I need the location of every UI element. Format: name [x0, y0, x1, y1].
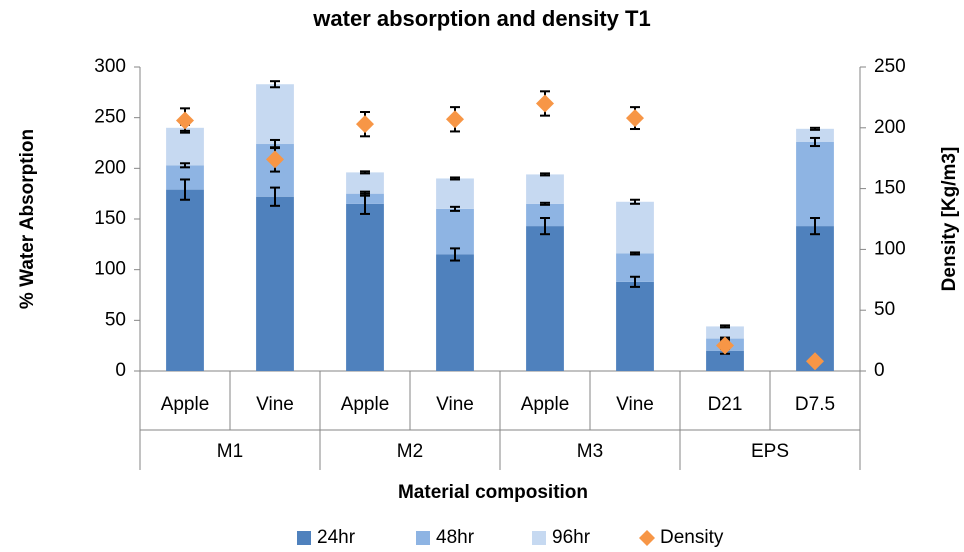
bar-segment [436, 254, 474, 371]
error-bar [630, 198, 640, 205]
bar-segment [796, 226, 834, 371]
legend-swatch [416, 531, 430, 545]
y2-axis-title: Density [Kg/m3] [939, 147, 960, 292]
bar-segment [166, 127, 204, 166]
density-marker [266, 150, 284, 169]
error-bar [630, 275, 640, 288]
legend-swatch [297, 531, 311, 545]
bar-segment [796, 128, 834, 142]
y-tick-label: 0 [115, 360, 126, 381]
error-bar [180, 178, 190, 201]
bar-segment [346, 203, 384, 371]
y2-tick-label: 200 [874, 117, 906, 138]
error-bar [450, 176, 460, 181]
bar-segment [346, 172, 384, 194]
x-tick-label: Vine [256, 394, 294, 415]
x-tick-label: Apple [521, 394, 570, 415]
y2-tick-label: 50 [874, 299, 895, 320]
error-bar [360, 190, 370, 197]
error-bar [270, 186, 280, 207]
error-bar [450, 205, 460, 212]
error-bar [810, 136, 820, 148]
x-tick-label: Apple [161, 394, 210, 415]
density-marker [536, 94, 554, 113]
y-tick-label: 150 [94, 208, 126, 229]
x-tick-label: D7.5 [795, 394, 835, 415]
y-tick-label: 100 [94, 259, 126, 280]
density-marker [176, 111, 194, 130]
bar-segment [436, 208, 474, 255]
bar-segment [256, 84, 294, 145]
group-label: M1 [217, 441, 243, 462]
legend-swatch [532, 531, 546, 545]
bar-segment [616, 281, 654, 371]
error-bar [540, 216, 550, 236]
legend-marker [639, 530, 655, 546]
density-marker [806, 352, 824, 371]
density-marker [716, 336, 734, 355]
bar-segment [436, 178, 474, 209]
x-tick-label: D21 [708, 394, 743, 415]
bar-segment [526, 174, 564, 204]
error-bar [810, 126, 820, 131]
y-tick-label: 250 [94, 107, 126, 128]
legend-label: 24hr [317, 527, 356, 548]
y2-tick-label: 250 [874, 56, 906, 77]
x-tick-label: Vine [616, 394, 654, 415]
error-bar [540, 172, 550, 177]
bar-segment [616, 201, 654, 254]
y2-tick-label: 0 [874, 360, 885, 381]
bar-segment [526, 226, 564, 371]
group-label: EPS [751, 441, 789, 462]
group-label: M2 [397, 441, 423, 462]
y2-tick-label: 150 [874, 178, 906, 199]
bar-segment [706, 326, 744, 339]
y-tick-label: 300 [94, 56, 126, 77]
x-tick-label: Vine [436, 394, 474, 415]
error-bar [450, 247, 460, 262]
legend-label: 48hr [436, 527, 475, 548]
y-tick-label: 200 [94, 157, 126, 178]
error-bar [720, 324, 730, 329]
error-bar [810, 216, 820, 236]
density-marker [446, 110, 464, 129]
bar-segment [706, 350, 744, 371]
bar-segment [526, 203, 564, 227]
group-label: M3 [577, 441, 603, 462]
error-bar [630, 251, 640, 256]
chart-title: water absorption and density T1 [312, 6, 650, 31]
x-axis-title: Material composition [398, 482, 588, 503]
error-bar [540, 201, 550, 206]
bar-segment [166, 189, 204, 371]
density-marker [626, 109, 644, 128]
error-bar [360, 170, 370, 175]
y2-tick-label: 100 [874, 238, 906, 259]
bar-segment [796, 141, 834, 227]
legend-label: 96hr [552, 527, 591, 548]
y-tick-label: 50 [105, 309, 126, 330]
bar-segment [256, 196, 294, 371]
x-tick-label: Apple [341, 394, 390, 415]
y-axis-title: % Water Absorption [17, 129, 38, 309]
legend-label: Density [660, 527, 724, 548]
error-bar [180, 162, 190, 169]
density-marker [356, 115, 374, 134]
error-bar [270, 80, 280, 89]
